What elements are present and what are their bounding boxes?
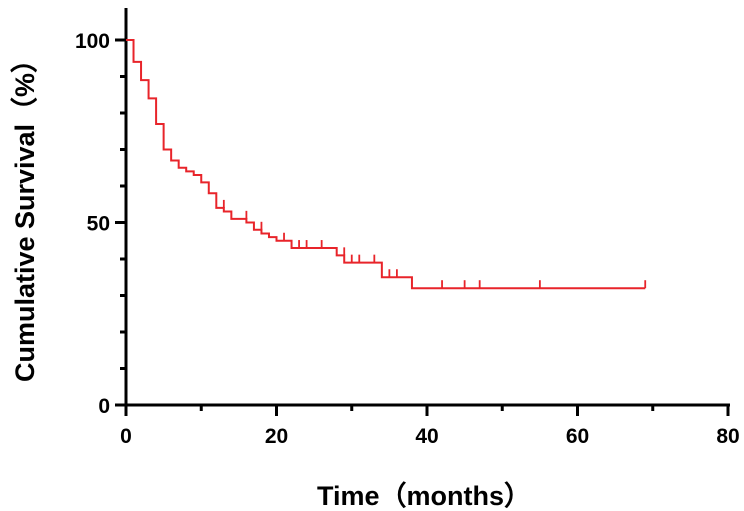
x-axis-title: Time（months） xyxy=(317,481,531,511)
axes: 0 50 100 0 20 40 60 80 xyxy=(75,8,740,448)
x-tick-label: 60 xyxy=(566,425,589,448)
x-tick-label: 20 xyxy=(265,425,288,448)
plot-area xyxy=(126,39,647,290)
survival-step-line xyxy=(126,39,646,290)
y-tick-label: 50 xyxy=(87,213,110,236)
x-tick-label: 0 xyxy=(120,425,132,448)
x-tick-label: 40 xyxy=(415,425,438,448)
y-tick-label: 100 xyxy=(75,30,110,53)
x-tick-label: 80 xyxy=(716,425,739,448)
y-axis-title: Cumulative Survival（%） xyxy=(10,46,40,382)
y-tick-label: 0 xyxy=(98,395,110,418)
